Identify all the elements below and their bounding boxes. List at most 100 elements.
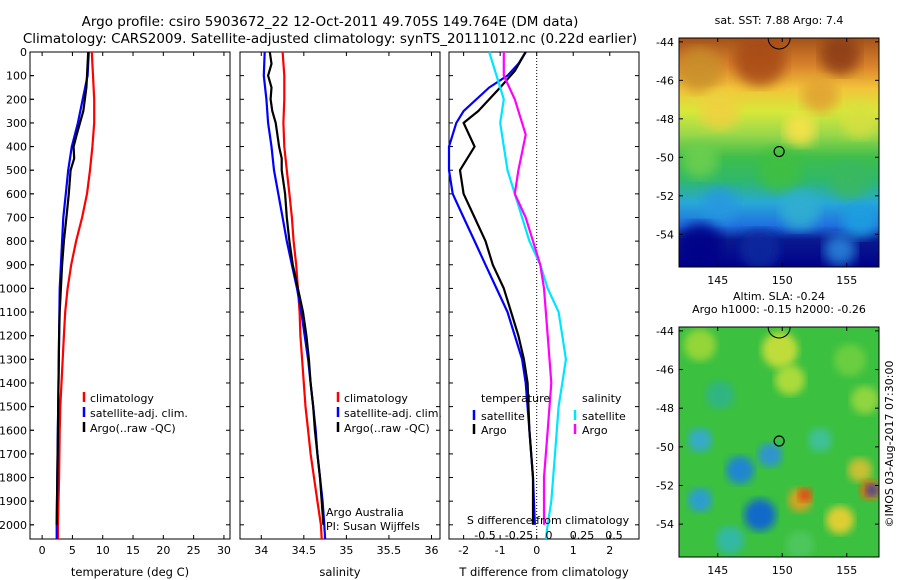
series-line-climatology (281, 51, 323, 540)
y-tick-label: 1100 (0, 306, 27, 319)
legend-label: climatology (344, 392, 408, 405)
y-tick-label: 500 (6, 164, 27, 177)
series-line-temperature-satellite (447, 51, 536, 525)
legend-salinity-title: salinity (582, 392, 622, 405)
series-line-temperature-argo (458, 51, 535, 525)
top-tick-label: 0.25 (570, 529, 595, 542)
argo-position-marker (773, 145, 785, 158)
top-axis-label: S difference from climatology (467, 514, 630, 527)
map-y-tick-label: -50 (656, 151, 674, 164)
satellite-maps: -44 -46 -48 -50 -52 -54 145 150 155 sat. SST: 7.8… (656, 14, 880, 577)
sla-patch (775, 365, 805, 395)
sst-patch (740, 230, 780, 267)
x-tick-label: -2 (458, 544, 469, 557)
legend-label: Argo(..raw -QC) (344, 422, 430, 435)
x-axis-label: temperature (deg C) (71, 565, 189, 579)
map-edge-circle (767, 37, 791, 50)
y-tick-label: 1600 (0, 424, 27, 437)
x-tick-label: 5 (69, 544, 76, 557)
map-title: Altim. SLA: -0.24 (733, 290, 825, 303)
map-x-tick-label: 145 (707, 564, 728, 577)
sst-patch (842, 102, 878, 138)
legend-label: satellite (582, 410, 626, 423)
sst-patch (830, 160, 870, 200)
x-tick-label: 0 (39, 544, 46, 557)
x-tick-label: 34 (254, 544, 268, 557)
map-y-tick-label: -50 (656, 441, 674, 454)
sla-patch (866, 484, 878, 496)
sst-patch (842, 202, 878, 238)
map-image (679, 38, 879, 267)
figure-title-line2: Climatology: CARS2009. Satellite-adjuste… (23, 31, 637, 47)
y-tick-label: 2000 (0, 519, 27, 532)
sla-patch (786, 531, 814, 557)
legend-label: climatology (90, 392, 154, 405)
x-tick-label: 35 (339, 544, 353, 557)
sst-patch (682, 142, 718, 178)
sst-patch (820, 38, 860, 75)
top-tick-label: -0.25 (505, 529, 533, 542)
map-y-tick-label: -48 (656, 113, 674, 126)
sst-patch (702, 187, 738, 223)
legend-label: Argo(..raw -QC) (90, 422, 176, 435)
series-line-argo-raw-qc- (55, 51, 90, 525)
top-tick-label: -0.5 (474, 529, 495, 542)
y-tick-label: 1400 (0, 377, 27, 390)
top-tick-label: 0 (546, 529, 553, 542)
map-y-tick-label: -44 (656, 325, 674, 338)
map-x-tick-label: 155 (836, 274, 857, 287)
sla-patch (726, 456, 754, 484)
sla-patch (688, 488, 712, 512)
x-tick-label: 2 (606, 544, 613, 557)
sst-patch (780, 190, 820, 230)
sst-patch (784, 114, 816, 146)
y-tick-label: 900 (6, 259, 27, 272)
map-y-tick-label: -52 (656, 479, 674, 492)
sla_map: -44 -46 -48 -50 -52 -54 145 150 155 Altim. SLA: -… (656, 290, 880, 577)
legend-label: Argo (582, 424, 608, 437)
sst_map: -44 -46 -48 -50 -52 -54 145 150 155 sat. SST: 7.8… (656, 14, 880, 287)
sla-patch (848, 458, 872, 482)
map-y-tick-label: -54 (656, 228, 674, 241)
x-tick-label: 0 (533, 544, 540, 557)
top-tick-label: 0.5 (605, 529, 623, 542)
sst-patch (734, 38, 786, 86)
map-edge-circle (767, 326, 791, 339)
profile-charts: 0 5 10 15 20 25 300100200300400500600700800900… (0, 46, 640, 579)
map-image (679, 327, 879, 557)
y-tick-label: 1900 (0, 495, 27, 508)
figure-title-line1: Argo profile: csiro 5903672_22 12-Oct-20… (82, 14, 579, 30)
y-tick-label: 300 (6, 117, 27, 130)
y-tick-label: 1700 (0, 448, 27, 461)
map-y-tick-label: -48 (656, 402, 674, 415)
panel-difference: -2 -1 0 1 2 T difference from climatology temp… (447, 51, 640, 579)
sla-patch (684, 329, 716, 361)
sst-patch (700, 90, 740, 130)
sst-patch (802, 77, 838, 113)
sla-patch (826, 506, 854, 534)
float-credit: PI: Susan Wijffels (326, 520, 420, 533)
sla-patch (834, 344, 866, 376)
series-line-salinity-satellite (488, 51, 567, 540)
sst-patch (824, 234, 856, 266)
sla-patch (808, 428, 832, 452)
legend-label: satellite-adj. clim. (344, 407, 442, 420)
x-tick-label: 35.5 (377, 544, 402, 557)
x-tick-label: 36 (424, 544, 438, 557)
sla-patch (758, 443, 782, 467)
y-tick-label: 400 (6, 141, 27, 154)
y-tick-label: 800 (6, 235, 27, 248)
x-tick-label: 1 (570, 544, 577, 557)
y-tick-label: 1300 (0, 353, 27, 366)
map-y-tick-label: -44 (656, 36, 674, 49)
map-y-tick-label: -46 (656, 364, 674, 377)
sla-patch (798, 488, 812, 502)
plot-frame (448, 51, 640, 540)
x-tick-label: 10 (96, 544, 110, 557)
y-tick-label: 1200 (0, 330, 27, 343)
sst-patch (679, 223, 722, 267)
plot-frame (29, 51, 231, 540)
x-axis-label: T difference from climatology (458, 565, 629, 579)
y-tick-label: 700 (6, 211, 27, 224)
y-tick-label: 1000 (0, 282, 27, 295)
